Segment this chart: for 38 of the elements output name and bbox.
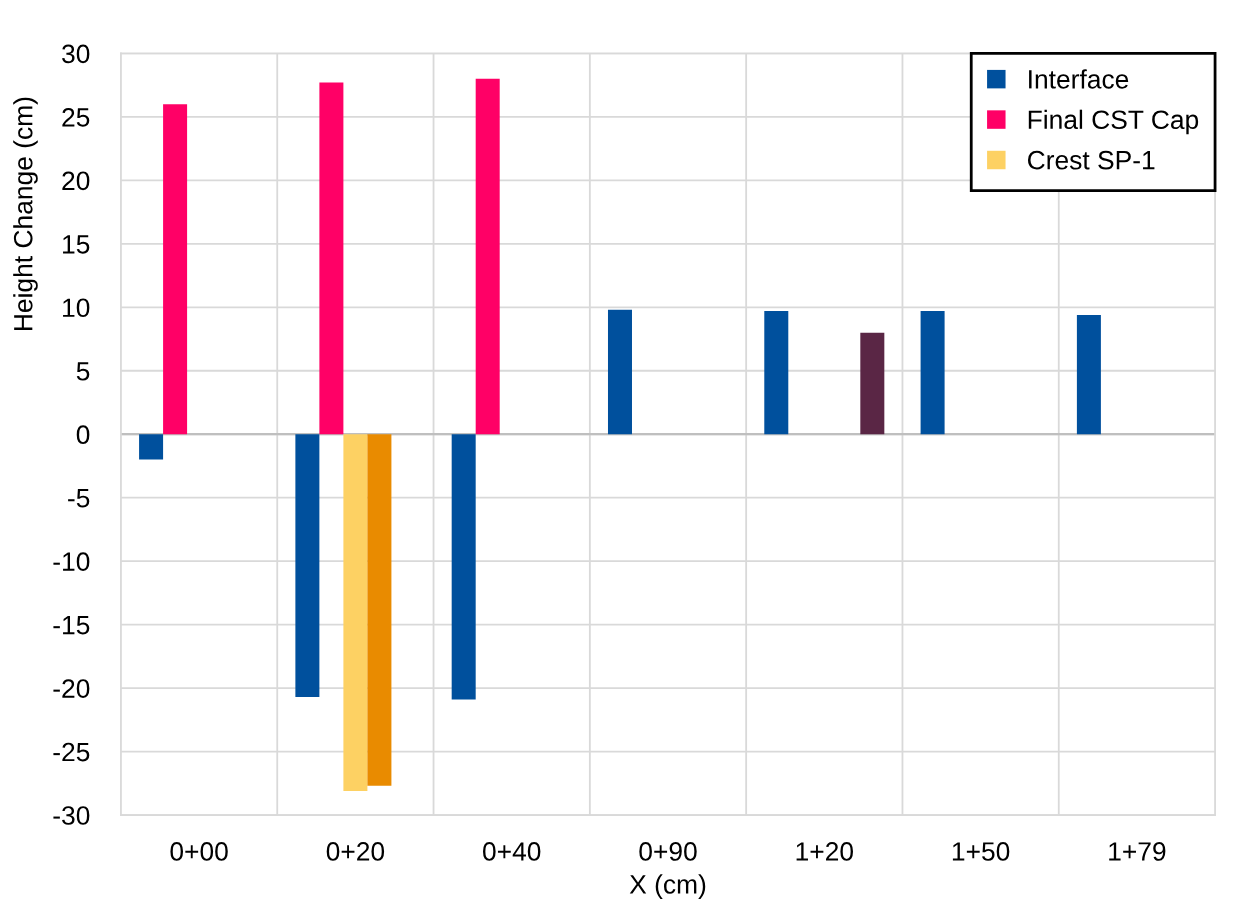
bar — [319, 82, 344, 435]
bar — [139, 434, 164, 460]
y-tick-label: -10 — [53, 552, 90, 571]
x-tick-label: 1+20 — [796, 842, 853, 861]
x-axis-title: X (cm) — [629, 874, 706, 899]
y-tick-label: 10 — [63, 298, 90, 318]
legend-label: Crest SP-1 — [1027, 150, 1155, 170]
bar — [860, 332, 885, 435]
y-tick-label: 5 — [76, 362, 90, 381]
bar — [295, 434, 320, 697]
y-tick-label: 0 — [76, 425, 90, 445]
legend-label: Interface — [1029, 69, 1129, 89]
bar — [343, 434, 368, 791]
bar — [764, 311, 789, 435]
y-tick-label: -25 — [53, 742, 90, 762]
y-tick-label: -20 — [53, 679, 90, 698]
y-tick-label: 30 — [62, 44, 90, 64]
x-tick-label: 0+00 — [170, 842, 228, 861]
x-tick-label: 0+40 — [483, 842, 541, 861]
y-tick-label: 20 — [62, 171, 90, 191]
y-axis-title: Height Change (cm) — [13, 97, 38, 331]
bar — [163, 104, 188, 435]
bar — [920, 311, 945, 435]
y-tick-label: -15 — [53, 616, 90, 635]
y-tick-label: -30 — [53, 806, 90, 825]
y-tick-label: -5 — [68, 489, 90, 508]
x-tick-label: 0+20 — [326, 842, 385, 861]
bar — [607, 309, 632, 435]
x-tick-label: 0+90 — [639, 842, 697, 861]
bar — [475, 78, 500, 435]
x-tick-label: 1+79 — [1109, 842, 1166, 861]
x-tick-label: 1+50 — [952, 842, 1010, 861]
legend-label: Final CST Cap — [1028, 109, 1199, 135]
y-tick-label: 25 — [62, 108, 90, 127]
bar — [367, 434, 392, 786]
y-tick-label: 15 — [63, 235, 90, 254]
bar — [1076, 314, 1101, 435]
bar — [451, 434, 476, 700]
